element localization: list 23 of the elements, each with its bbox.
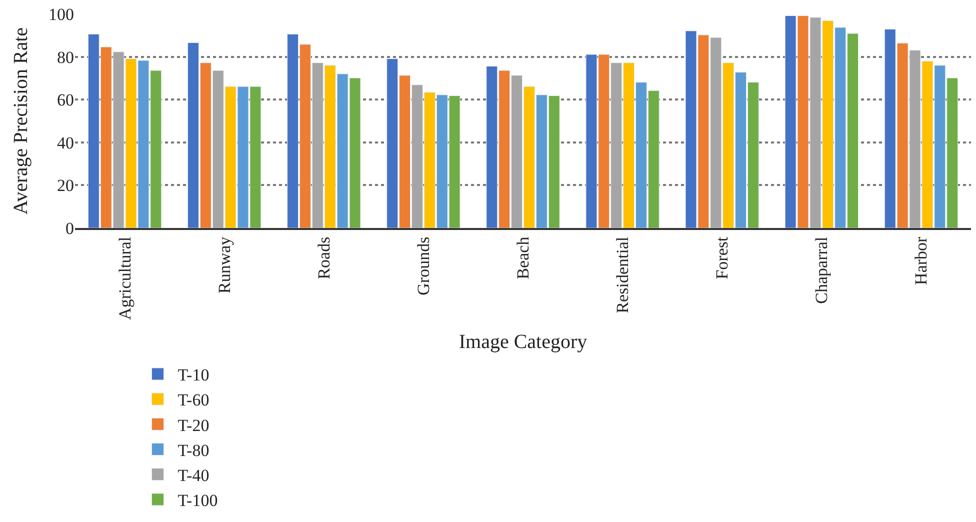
legend-label: T-80 (178, 440, 210, 460)
legend-label: T-10 (178, 366, 210, 385)
y-tick-label: 20 (57, 176, 74, 196)
x-tick-label: Harbor (912, 236, 931, 285)
legend-label: T-100 (178, 491, 218, 510)
y-tick-label: 0 (66, 218, 74, 238)
x-tick-label: Roads (314, 236, 334, 280)
y-tick-label: 80 (57, 48, 74, 67)
x-axis-title: Image Category (458, 330, 588, 353)
x-tick-label: Runway (214, 236, 234, 294)
x-tick-label: Agricultural (115, 236, 134, 320)
legend-label: T-60 (178, 390, 210, 410)
y-axis-title: Average Precision Rate (10, 27, 32, 215)
x-tick-label: Beach (514, 236, 533, 280)
y-tick-label: 40 (57, 133, 74, 152)
y-tick-label: 100 (48, 4, 74, 24)
x-tick-label: Forest (712, 236, 732, 280)
x-tick-label: Grounds (414, 236, 433, 296)
x-tick-label: Chaparral (812, 236, 832, 304)
x-tick-label: Residential (613, 236, 632, 314)
legend-label: T-20 (178, 416, 210, 435)
y-tick-label: 60 (57, 90, 74, 110)
legend-label: T-40 (178, 466, 210, 485)
